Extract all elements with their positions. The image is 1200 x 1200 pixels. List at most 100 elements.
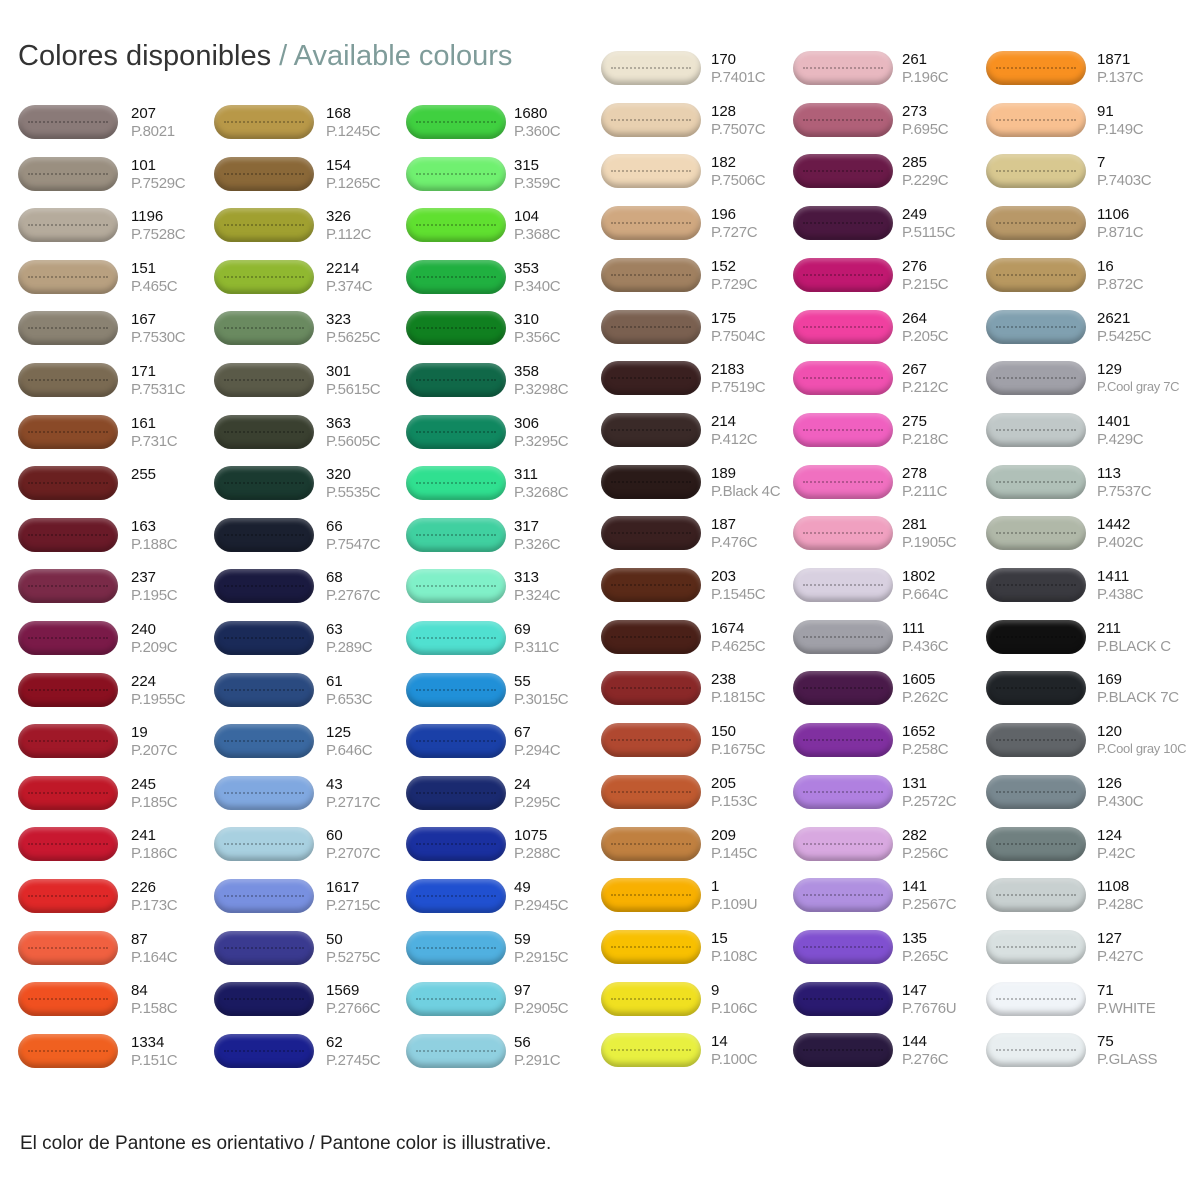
swatch	[406, 105, 506, 139]
color-code: 24	[514, 775, 531, 793]
pantone-code: P.145C	[711, 844, 758, 862]
pantone-code: P.324C	[514, 587, 561, 605]
color-code: 264	[902, 309, 928, 327]
swatch	[18, 156, 118, 191]
color-code: 196	[711, 206, 737, 224]
pantone-code: P.402C	[1097, 534, 1144, 552]
swatch	[986, 257, 1086, 292]
color-code: 1411	[1097, 568, 1130, 585]
swatch	[18, 517, 118, 552]
pantone-code: P.137C	[1097, 69, 1144, 86]
pantone-code: P.2945C	[514, 897, 569, 914]
color-code: 205	[711, 774, 737, 792]
swatch	[18, 414, 118, 449]
swatch	[793, 464, 893, 499]
pantone-code: P.215C	[902, 275, 949, 293]
swatch	[214, 1033, 314, 1068]
pantone-code: P.2707C	[326, 845, 381, 863]
swatch	[986, 929, 1086, 964]
pantone-code: P.7507C	[711, 120, 766, 138]
swatch	[601, 361, 701, 396]
color-code: 310	[514, 311, 540, 329]
swatch	[601, 568, 701, 602]
swatch	[601, 981, 701, 1016]
swatch	[601, 774, 701, 809]
color-code: 203	[711, 568, 737, 585]
swatch	[214, 982, 314, 1017]
pantone-code: P.360C	[514, 123, 561, 140]
swatch	[986, 878, 1086, 913]
swatch	[601, 51, 701, 85]
color-code: 43	[326, 775, 343, 793]
swatch	[793, 619, 893, 654]
pantone-code: P.229C	[902, 172, 949, 190]
swatch	[18, 1033, 118, 1068]
pantone-code: P.3298C	[514, 381, 569, 398]
swatch	[793, 929, 893, 964]
color-code: 129	[1097, 361, 1123, 379]
pantone-code: P.112C	[326, 226, 372, 244]
pantone-code: P.1815C	[711, 689, 766, 707]
swatch	[214, 569, 314, 604]
swatch	[406, 672, 506, 707]
swatch	[18, 621, 118, 655]
color-code: 241	[131, 827, 157, 845]
swatch	[793, 671, 893, 706]
pantone-code: P.151C	[131, 1051, 178, 1069]
pantone-code: P.256C	[902, 844, 949, 862]
color-code: 278	[902, 464, 928, 482]
swatch	[793, 257, 893, 292]
swatch	[406, 930, 506, 965]
swatch	[793, 878, 893, 913]
swatch	[793, 568, 893, 602]
pantone-code: P.196C	[902, 69, 949, 86]
color-code: 56	[514, 1033, 531, 1051]
color-code: 168	[326, 105, 352, 122]
pantone-code: P.7531C	[131, 381, 186, 398]
color-code: 126	[1097, 774, 1123, 792]
pantone-code: P.731C	[131, 432, 178, 450]
color-code: 125	[326, 724, 352, 742]
swatch	[601, 1033, 701, 1068]
pantone-code: P.276C	[902, 1051, 949, 1069]
pantone-code: P.428C	[1097, 896, 1144, 914]
color-code: 68	[326, 569, 343, 587]
pantone-code: P.7401C	[711, 69, 766, 86]
swatch	[214, 517, 314, 552]
pantone-code: P.412C	[711, 430, 758, 448]
color-code: 120	[1097, 723, 1123, 741]
swatch	[793, 981, 893, 1016]
pantone-code: P.291C	[514, 1051, 561, 1069]
color-code: 169	[1097, 671, 1123, 689]
title-main: Colores disponibles	[18, 40, 272, 72]
color-code: 167	[131, 311, 157, 329]
color-code: 187	[711, 516, 737, 534]
swatch	[214, 930, 314, 965]
pantone-code: P.311C	[514, 639, 560, 656]
pantone-code: P.164C	[131, 948, 178, 966]
color-code: 363	[326, 414, 352, 432]
color-code: 16	[1097, 257, 1114, 275]
color-code: 207	[131, 105, 157, 122]
swatch	[214, 672, 314, 707]
color-code: 151	[131, 259, 157, 277]
color-code: 19	[131, 724, 148, 742]
color-code: 1075	[514, 827, 548, 845]
pantone-code: P.5275C	[326, 948, 381, 966]
color-code: 267	[902, 361, 928, 379]
pantone-code: P.42C	[1097, 844, 1136, 862]
color-code: 61	[326, 672, 343, 690]
swatch	[406, 363, 506, 397]
swatch	[406, 414, 506, 449]
swatch	[18, 208, 118, 243]
color-code: 2183	[711, 361, 745, 379]
swatch	[986, 309, 1086, 344]
pantone-code: P.Black 4C	[711, 482, 781, 500]
swatch	[986, 154, 1086, 189]
pantone-code: P.7504C	[711, 327, 766, 345]
swatch	[986, 516, 1086, 551]
pantone-code: P.326C	[514, 535, 561, 553]
color-code: 245	[131, 775, 157, 793]
color-code: 91	[1097, 102, 1114, 120]
swatch	[406, 982, 506, 1017]
